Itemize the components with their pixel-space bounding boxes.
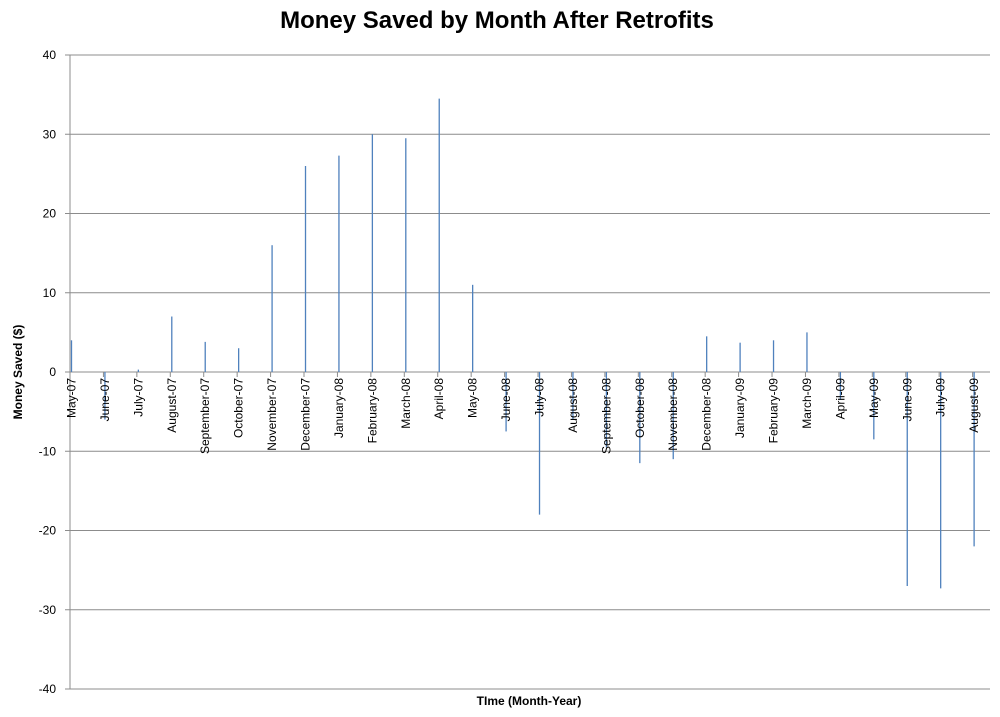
x-tick-label: May-08 — [466, 378, 480, 418]
y-tick-label: -20 — [39, 524, 57, 538]
x-tick-label: October-08 — [633, 378, 647, 438]
x-tick-label: September-08 — [599, 378, 613, 454]
x-tick-label: February-08 — [365, 378, 379, 444]
y-tick-label: 0 — [49, 365, 56, 379]
y-tick-label: 20 — [43, 207, 57, 221]
y-tick-label: 10 — [43, 286, 57, 300]
x-axis-title: TIme (Month-Year) — [477, 694, 582, 708]
x-tick-label: April-08 — [432, 378, 446, 420]
x-tick-label: July-08 — [533, 378, 547, 417]
x-tick-label: January-09 — [733, 378, 747, 438]
x-tick-label: March-08 — [399, 378, 413, 429]
x-tick-label: June-07 — [98, 378, 112, 422]
x-tick-label: December-07 — [299, 378, 313, 451]
y-axis-title: Money Saved ($) — [11, 325, 25, 420]
y-tick-label: 40 — [43, 48, 57, 62]
x-tick-label: September-07 — [198, 378, 212, 454]
x-tick-label: December-08 — [700, 378, 714, 451]
x-tick-label: November-07 — [265, 378, 279, 451]
x-tick-label: October-07 — [232, 378, 246, 438]
axes — [65, 54, 990, 690]
y-tick-label: -40 — [39, 682, 57, 696]
x-tick-label: July-07 — [131, 378, 145, 417]
x-tick-label: May-07 — [65, 378, 79, 418]
x-tick-label: June-09 — [900, 378, 914, 422]
x-tick-label: April-09 — [833, 378, 847, 420]
x-axis-ticks: May-07 June-07 July-07 August-07 September-0… — [65, 378, 982, 454]
chart-title: Money Saved by Month After Retrofits — [280, 7, 714, 34]
y-tick-label: -10 — [39, 444, 57, 458]
x-tick-label: June-08 — [499, 378, 513, 422]
x-tick-label: August-07 — [165, 378, 179, 433]
y-axis-ticks: 40 30 20 10 0 -10 -20 -30 -40 — [39, 48, 57, 696]
x-tick-label: May-09 — [867, 378, 881, 418]
x-tick-label: January-08 — [332, 378, 346, 438]
x-tick-label: November-08 — [666, 378, 680, 451]
x-tick-label: March-09 — [800, 378, 814, 429]
x-tick-label: August-09 — [967, 378, 981, 433]
gridlines — [70, 54, 990, 611]
y-tick-label: 30 — [43, 127, 57, 141]
x-tick-label: July-09 — [934, 378, 948, 417]
x-tick-label: August-08 — [566, 378, 580, 433]
bar-series — [70, 98, 975, 589]
x-tick-label: February-09 — [767, 378, 781, 444]
y-tick-label: -30 — [39, 603, 57, 617]
